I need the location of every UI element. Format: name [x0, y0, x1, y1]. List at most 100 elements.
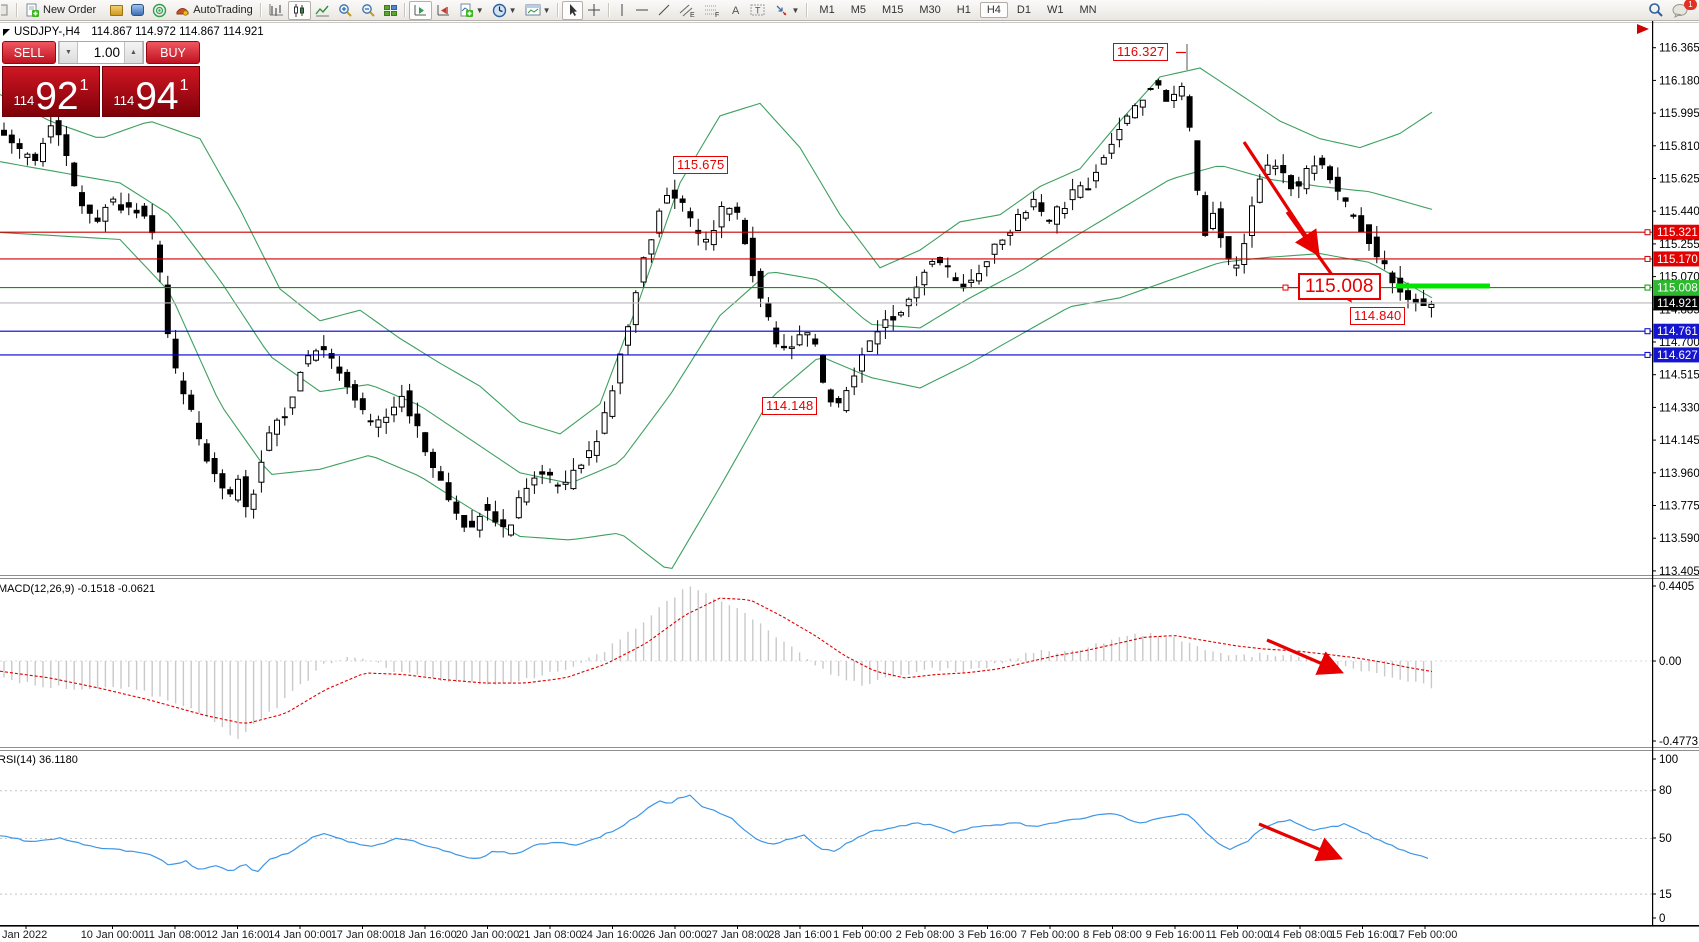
line-handle[interactable]	[1644, 255, 1651, 262]
strategy-tester-button[interactable]	[148, 1, 171, 20]
timeframe-button-d1[interactable]: D1	[1016, 4, 1031, 16]
tile-windows-button[interactable]	[380, 1, 401, 20]
bar-chart-icon	[269, 3, 283, 16]
candle-body	[757, 270, 764, 299]
arrows-button[interactable]: ▼	[770, 1, 803, 20]
market-watch-button[interactable]	[106, 1, 127, 20]
line-handle[interactable]	[1644, 351, 1651, 358]
svg-text:A: A	[732, 5, 740, 17]
sell-price-tile[interactable]: 114 92 1	[2, 66, 100, 117]
candle-body	[679, 198, 686, 203]
price-tick-label: 113.590	[1659, 533, 1699, 545]
search-button[interactable]	[1644, 1, 1668, 20]
trendline-button[interactable]	[653, 1, 675, 20]
price-label-114.148[interactable]: 114.148	[762, 397, 818, 415]
toolbar-separator	[806, 3, 809, 17]
crosshair-button[interactable]	[583, 1, 605, 20]
buy-price-big: 94	[135, 75, 179, 118]
panel-separator[interactable]	[0, 578, 1699, 579]
chart-icon-partial[interactable]	[0, 1, 13, 20]
sell-button[interactable]: SELL	[2, 41, 56, 64]
expand-triangle-icon[interactable]	[3, 29, 10, 36]
periods-button[interactable]: ▼	[488, 1, 521, 20]
zoom-in-button[interactable]	[334, 1, 357, 20]
candle-body	[1366, 224, 1372, 245]
timeframe-button-m30[interactable]: M30	[919, 4, 941, 16]
price-label-116.327[interactable]: 116.327	[1113, 43, 1169, 61]
timeframe-button-h1[interactable]: H1	[956, 4, 971, 16]
bb-middle-line[interactable]	[0, 161, 1433, 484]
bb-upper-line[interactable]	[0, 67, 1433, 435]
trend-arrow-rsi[interactable]	[1258, 822, 1343, 862]
candle-body	[1194, 140, 1201, 191]
candle-body	[1256, 178, 1263, 203]
data-window-button[interactable]	[127, 1, 148, 20]
price-label-115.008[interactable]: 115.008	[1298, 273, 1381, 300]
price-label-115.675[interactable]: 115.675	[673, 156, 729, 174]
candle-body	[24, 153, 31, 158]
price-label-114.840[interactable]: 114.840	[1350, 307, 1406, 325]
notification-badge: 1	[1684, 0, 1697, 10]
volume-input[interactable]	[78, 42, 124, 63]
zoom-out-button[interactable]	[357, 1, 380, 20]
bar-chart-button[interactable]	[265, 1, 288, 20]
candle-body	[968, 279, 975, 283]
buy-button[interactable]: BUY	[146, 41, 200, 64]
autotrading-button[interactable]: AutoTrading	[171, 1, 257, 20]
notifications-button[interactable]: 1	[1668, 0, 1697, 20]
text-label-button[interactable]: T	[746, 1, 770, 20]
fibonacci-button[interactable]: F	[700, 1, 725, 20]
trend-arrow-macd[interactable]	[1266, 638, 1344, 675]
time-axis-label: 14 Feb 08:00	[1268, 929, 1333, 941]
cursor-button[interactable]	[562, 0, 584, 20]
new-order-button[interactable]: New Order	[21, 1, 100, 20]
candle-body	[796, 334, 803, 346]
annotation-anchor-handle[interactable]	[1282, 284, 1289, 291]
new-order-label: New Order	[43, 4, 97, 16]
scroll-to-end-icon[interactable]	[1637, 24, 1649, 34]
line-handle[interactable]	[1644, 229, 1651, 236]
text-button[interactable]: A	[725, 1, 746, 20]
candle-body	[16, 143, 23, 150]
candle-body	[570, 469, 577, 490]
channel-button[interactable]: E	[675, 1, 700, 20]
timeframe-button-m1[interactable]: M1	[819, 4, 835, 16]
timeframe-button-h4[interactable]: H4	[979, 2, 1008, 18]
horizontal-line-button[interactable]	[631, 1, 653, 20]
time-axis-label: 11 Jan 08:00	[144, 929, 207, 941]
panel-separator[interactable]	[0, 750, 1699, 751]
auto-scroll-button[interactable]	[408, 0, 432, 20]
candle-body	[398, 395, 405, 408]
templates-button[interactable]: ▼	[521, 1, 555, 20]
candle-body	[492, 511, 499, 523]
line-handle[interactable]	[1644, 284, 1651, 291]
candle-body	[1069, 189, 1076, 201]
candle-body	[617, 353, 624, 384]
channel-icon: E	[680, 4, 695, 18]
candle-body	[898, 312, 904, 316]
timeframe-button-m5[interactable]: M5	[850, 4, 866, 16]
candle-body	[1163, 90, 1170, 102]
candle-body	[55, 120, 62, 136]
timeframe-button-w1[interactable]: W1	[1046, 4, 1064, 16]
candle-body	[258, 461, 265, 483]
volume-decrease-button[interactable]: ▼	[59, 42, 78, 63]
chevron-down-icon: ▼	[508, 5, 517, 15]
volume-increase-button[interactable]: ▲	[124, 42, 143, 63]
macd-histogram	[3, 586, 1433, 739]
candle-body	[1007, 232, 1014, 236]
vertical-line-button[interactable]	[613, 1, 631, 20]
indicators-button[interactable]: ▼	[455, 1, 488, 20]
candlestick-chart-button[interactable]	[287, 0, 311, 20]
chart-shift-button[interactable]	[432, 1, 455, 20]
line-handle[interactable]	[1644, 328, 1651, 335]
buy-price-tile[interactable]: 114 94 1	[102, 66, 200, 117]
candle-body	[391, 406, 397, 416]
line-chart-button[interactable]	[311, 1, 334, 20]
bb-lower-line[interactable]	[0, 231, 1433, 570]
panel-separator[interactable]	[0, 747, 1699, 748]
timeframe-button-m15[interactable]: M15	[881, 4, 904, 16]
timeframe-button-mn[interactable]: MN	[1079, 4, 1097, 16]
panel-separator[interactable]	[0, 575, 1699, 576]
